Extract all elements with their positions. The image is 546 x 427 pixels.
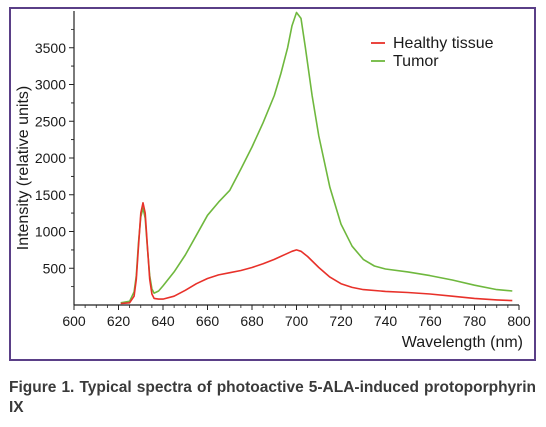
y-tick-label: 1500	[35, 187, 66, 203]
x-tick-label: 800	[507, 313, 531, 329]
x-axis-title: Wavelength (nm)	[402, 334, 523, 351]
y-tick-label: 3000	[35, 77, 66, 93]
y-tick-label: 2500	[35, 113, 66, 129]
legend-label-tumor: Tumor	[393, 53, 439, 70]
figure-caption: Figure 1. Typical spectra of photoactive…	[9, 379, 536, 416]
x-tick-label: 700	[285, 313, 309, 329]
axes	[73, 11, 519, 306]
x-tick-label: 780	[463, 313, 487, 329]
y-tick-label: 1000	[35, 224, 66, 240]
x-tick-label: 760	[418, 313, 442, 329]
y-tick-label: 3500	[35, 40, 66, 56]
y-axis-title: Intensity (relative units)	[15, 86, 32, 251]
x-tick-label: 720	[329, 313, 353, 329]
series-layer	[120, 11, 513, 305]
x-tick-label: 620	[107, 313, 131, 329]
spectra-chart: 600 620 640 660 680 700 720 740 760 780 800 500 100…	[15, 11, 531, 351]
x-tick-label: 600	[62, 313, 86, 329]
legend-label-healthy-tissue: Healthy tissue	[393, 35, 494, 52]
y-axis-ticks: 500 1000 1500 2000 2500 3000 3500	[35, 28, 74, 288]
x-axis-ticks: 600 620 640 660 680 700 720 740 760 780 800	[62, 305, 531, 329]
chart-frame: 600 620 640 660 680 700 720 740 760 780 800 500 100…	[9, 7, 536, 361]
y-tick-label: 2000	[35, 150, 66, 166]
series-line-healthy-tissue	[120, 202, 513, 305]
x-tick-label: 680	[240, 313, 264, 329]
y-tick-label: 500	[43, 260, 67, 276]
x-tick-label: 740	[374, 313, 398, 329]
series-line-tumor	[120, 11, 513, 304]
x-tick-label: 660	[196, 313, 220, 329]
x-tick-label: 640	[151, 313, 175, 329]
